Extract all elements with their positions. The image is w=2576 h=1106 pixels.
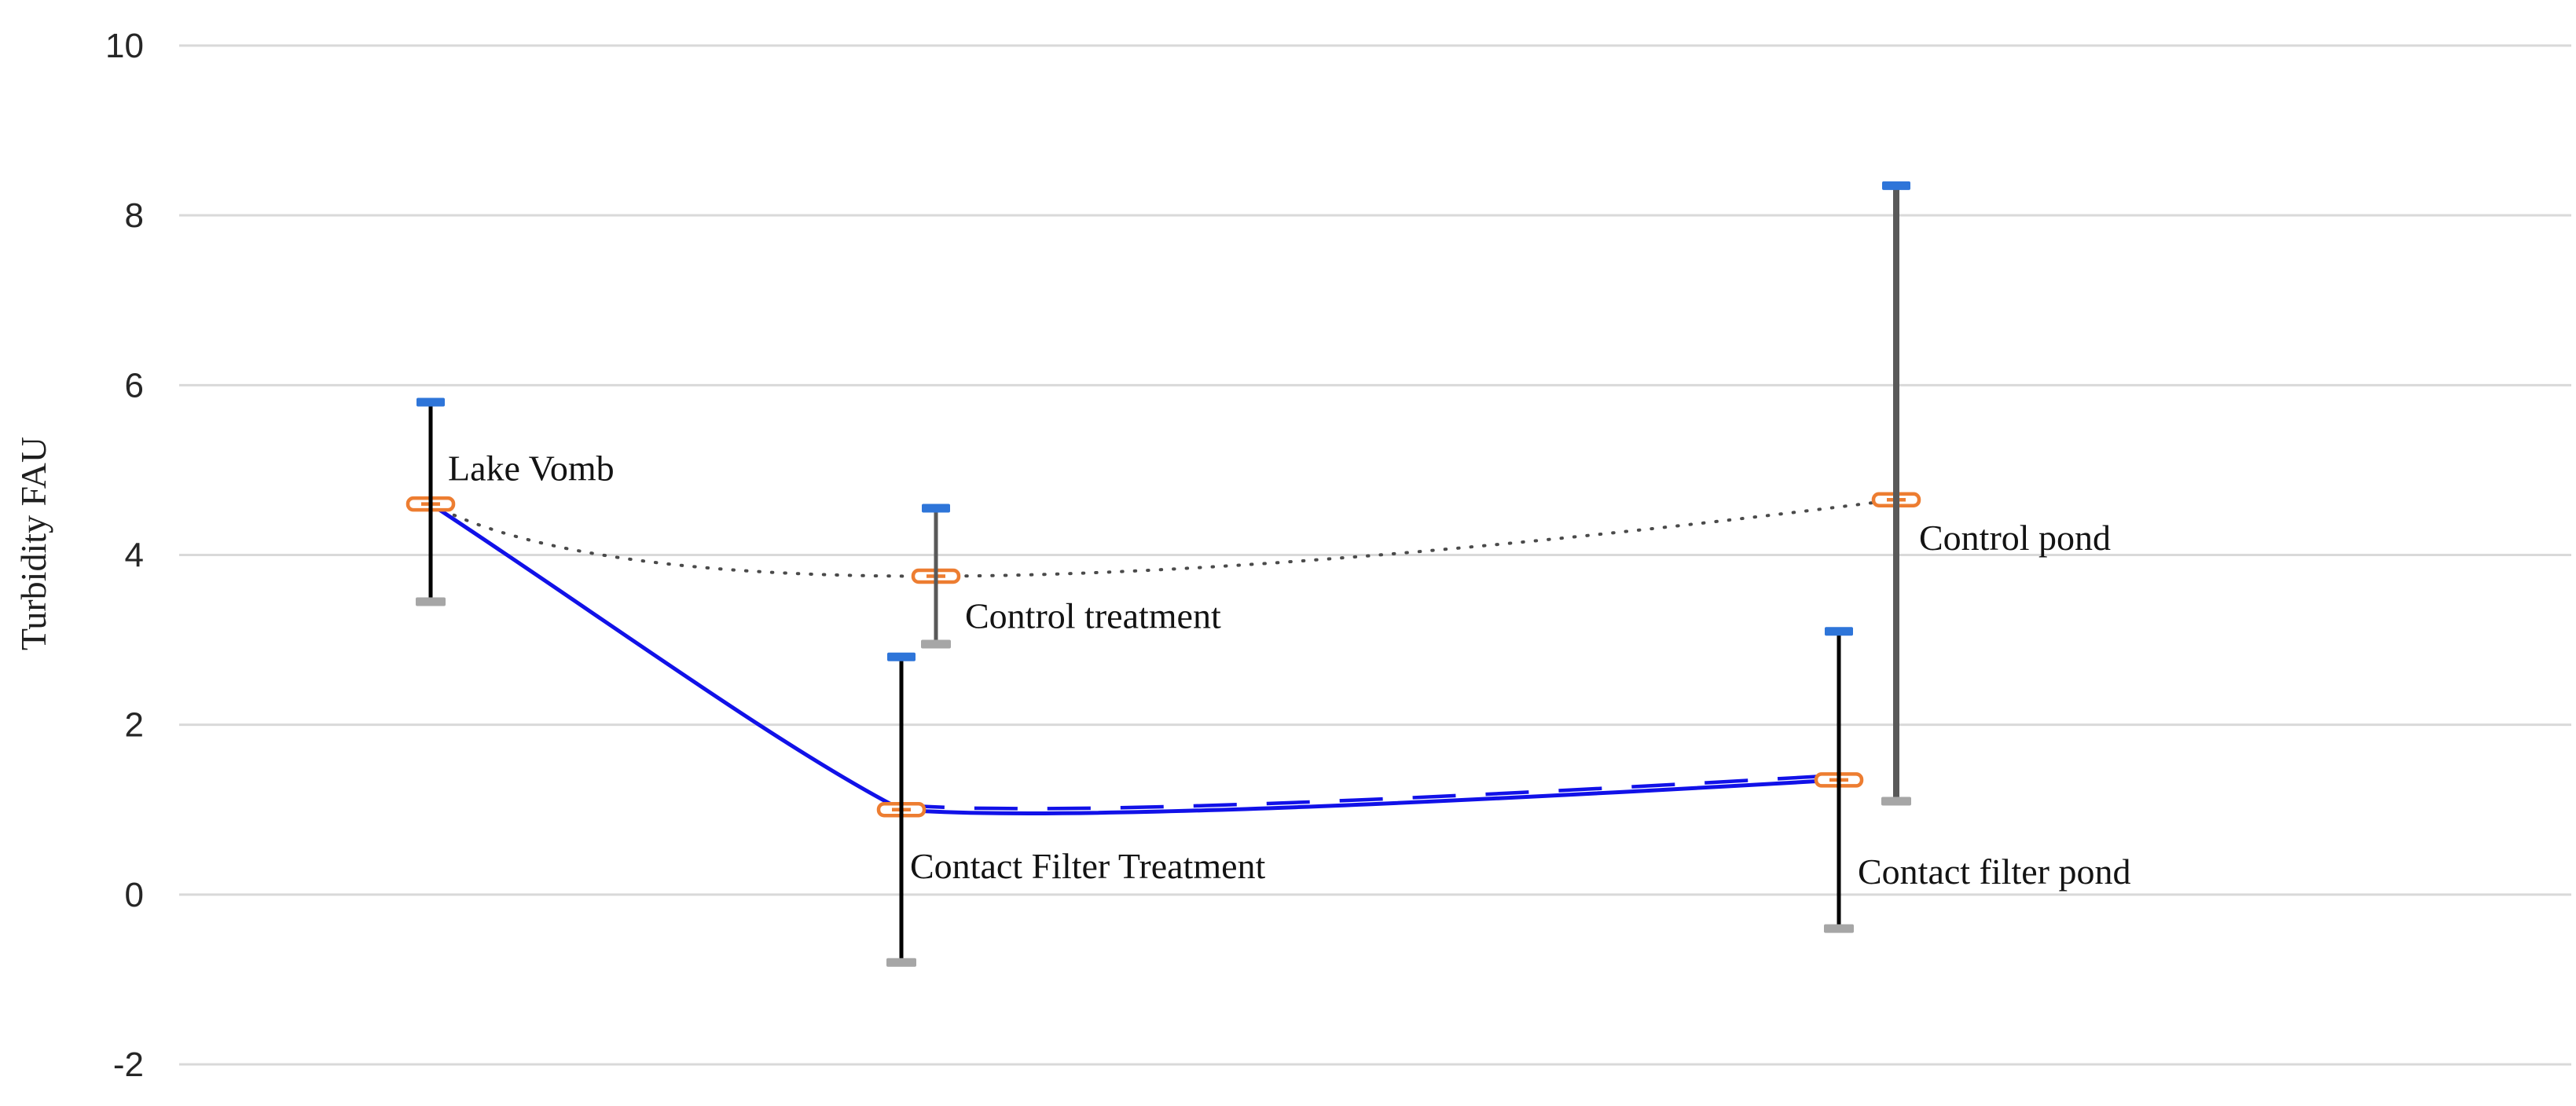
point-label-lake_vomb: Lake Vomb xyxy=(448,449,615,489)
dotted-control-series-line xyxy=(429,498,1898,578)
error-bar-top-cap-contact_filter_treatment xyxy=(887,652,916,661)
y-tick-label: 10 xyxy=(105,27,144,65)
error-bar-top-cap-lake_vomb xyxy=(416,397,445,407)
point-label-control_treatment: Control treatment xyxy=(965,596,1221,636)
error-bar-bottom-cap-contact_filter_treatment xyxy=(886,958,916,967)
error-bar-bottom-cap-control_treatment xyxy=(921,639,951,649)
y-tick-label: 4 xyxy=(125,537,144,575)
point-label-contact_filter_pond: Contact filter pond xyxy=(1858,851,2130,892)
y-axis-title: Turbidity FAU xyxy=(13,437,53,650)
y-tick-label: 6 xyxy=(125,366,144,405)
error-bar-bottom-cap-contact_filter_pond xyxy=(1824,924,1854,933)
y-tick-label: 8 xyxy=(125,196,144,235)
error-bar-bottom-cap-control_pond xyxy=(1881,797,1911,806)
blue-series-line-segment-1 xyxy=(429,502,903,811)
error-bar-bottom-cap-lake_vomb xyxy=(416,597,446,606)
error-bar-top-cap-contact_filter_pond xyxy=(1825,627,1853,636)
error-bar-top-cap-control_pond xyxy=(1882,181,1910,190)
error-bar-top-cap-control_treatment xyxy=(922,504,950,513)
point-label-contact_filter_treatment: Contact Filter Treatment xyxy=(910,846,1266,886)
blue-series-line-segment-2 xyxy=(901,778,1840,815)
y-tick-label: 2 xyxy=(125,706,144,745)
y-tick-label: -2 xyxy=(113,1046,144,1084)
y-tick-label: 0 xyxy=(125,876,144,914)
point-label-control_pond: Control pond xyxy=(1919,518,2111,558)
blue-series-dashed-overlay xyxy=(901,773,1840,811)
